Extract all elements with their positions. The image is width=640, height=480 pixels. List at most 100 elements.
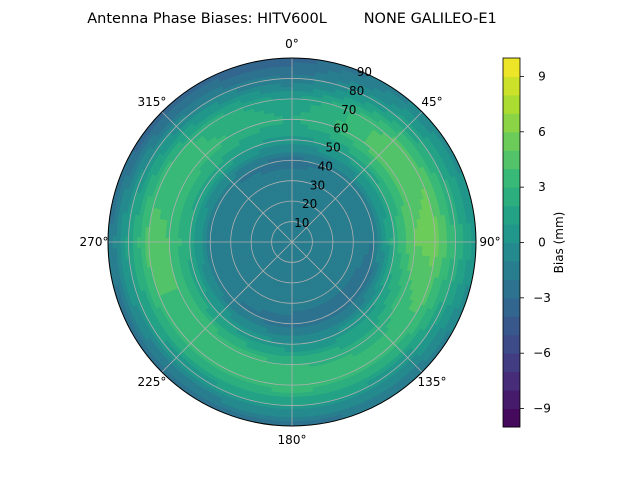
colorbar-segment xyxy=(503,408,520,428)
radial-tick-label: 60 xyxy=(333,122,348,136)
heatmap-cell xyxy=(281,376,293,382)
heatmap-cell xyxy=(290,413,305,419)
heatmap-cell xyxy=(284,139,294,145)
radial-tick-label: 70 xyxy=(341,103,356,117)
colorbar-segment xyxy=(503,390,520,410)
angle-tick-label: 180° xyxy=(278,433,307,447)
colorbar-tick-label: 6 xyxy=(538,125,546,139)
heatmap-cell xyxy=(282,359,293,365)
heatmap-cell xyxy=(291,335,300,341)
colorbar-segment xyxy=(503,76,520,96)
heatmap-cell xyxy=(108,233,113,249)
colorbar-segment xyxy=(503,224,520,243)
radial-tick-label: 20 xyxy=(302,197,317,211)
heatmap-cell xyxy=(285,151,293,157)
heatmap-cell xyxy=(281,90,294,96)
radial-tick-label: 80 xyxy=(349,84,364,98)
heatmap-cell xyxy=(459,235,464,250)
heatmap-cell xyxy=(281,102,294,108)
heatmap-cell xyxy=(290,376,303,382)
heatmap-cell xyxy=(111,234,117,249)
heatmap-cell xyxy=(281,372,293,378)
heatmap-cell xyxy=(291,331,299,337)
heatmap-cell xyxy=(290,392,304,398)
radial-tick-label: 30 xyxy=(310,178,325,192)
heatmap-cell xyxy=(280,86,294,92)
heatmap-cell xyxy=(279,65,294,71)
heatmap-cell xyxy=(283,127,294,133)
heatmap-cell xyxy=(422,236,428,248)
heatmap-cell xyxy=(290,417,305,423)
heatmap-cell xyxy=(406,237,411,248)
heatmap-cell xyxy=(140,235,146,248)
heatmap-cell xyxy=(285,147,293,153)
colorbar-segment xyxy=(503,205,520,225)
polar-grid xyxy=(108,58,476,426)
heatmap-cell xyxy=(136,235,142,248)
heatmap-cell xyxy=(282,110,294,116)
heatmap-cell xyxy=(467,235,473,250)
heatmap-cell xyxy=(281,368,293,374)
colorbar-label: Bias (mm) xyxy=(552,212,566,274)
heatmap-cell xyxy=(156,236,162,248)
heatmap-cell xyxy=(290,380,303,386)
colorbar: −9 −6 −3 0 3 6 9 xyxy=(502,57,551,428)
heatmap-cell xyxy=(284,143,293,149)
colorbar-tick-label: −3 xyxy=(533,291,551,305)
colorbar-segment xyxy=(503,260,520,280)
heatmap-cell xyxy=(132,235,138,248)
heatmap-cell xyxy=(290,359,301,365)
heatmap-cell xyxy=(290,355,301,361)
heatmap-cell xyxy=(414,237,419,248)
heatmap-cell xyxy=(152,235,158,248)
heatmap-cell xyxy=(120,234,125,249)
heatmap-cell xyxy=(144,235,150,248)
colorbar-segment xyxy=(503,334,520,354)
heatmap-cell xyxy=(283,123,294,129)
heatmap-cell xyxy=(290,347,301,353)
angle-tick-label: 0° xyxy=(285,37,299,51)
angle-tick-label: 135° xyxy=(418,375,447,389)
heatmap-cell xyxy=(115,234,121,249)
colorbar-segment xyxy=(503,58,520,77)
heatmap-cell xyxy=(290,368,302,374)
heatmap-cell xyxy=(471,235,476,251)
heatmap-cell xyxy=(124,234,129,249)
colorbar-segment xyxy=(503,168,520,188)
radial-tick-label: 90 xyxy=(357,65,372,79)
colorbar-segment xyxy=(503,94,520,114)
heatmap-cell xyxy=(291,106,303,112)
colorbar-segment xyxy=(503,187,520,207)
heatmap-cell xyxy=(281,98,294,104)
colorbar-segment xyxy=(503,371,520,391)
heatmap-cell xyxy=(291,327,299,333)
heatmap-cell xyxy=(410,237,415,248)
heatmap-cell xyxy=(290,388,303,394)
chart-title: Antenna Phase Biases: HITV600L NONE GALI… xyxy=(87,11,497,27)
heatmap-cell xyxy=(418,237,424,248)
colorbar-tick-label: 0 xyxy=(538,236,546,250)
heatmap-cell xyxy=(284,135,294,141)
angle-tick-label: 225° xyxy=(138,375,167,389)
colorbar-segment xyxy=(503,353,520,373)
radial-tick-label: 10 xyxy=(294,216,309,230)
colorbar-segment xyxy=(503,113,520,133)
heatmap-cell xyxy=(148,235,154,248)
colorbar-tick-label: 3 xyxy=(538,180,546,194)
radial-tick-label: 50 xyxy=(325,141,340,155)
heatmap-cell xyxy=(279,61,294,67)
angle-tick-label: 45° xyxy=(421,95,442,109)
colorbar-segment xyxy=(503,316,520,336)
heatmap-cell xyxy=(455,235,460,250)
heatmap-cell xyxy=(283,119,294,125)
heatmap-cell xyxy=(280,82,294,88)
heatmap-cell xyxy=(430,236,436,249)
angle-tick-label: 90° xyxy=(479,235,500,249)
heatmap-cell xyxy=(283,131,294,137)
heatmap-cell xyxy=(290,408,305,415)
angle-tick-label: 315° xyxy=(138,95,167,109)
heatmap-cell xyxy=(169,236,174,247)
heatmap-cell xyxy=(173,236,178,247)
angle-tick-label: 270° xyxy=(80,235,109,249)
